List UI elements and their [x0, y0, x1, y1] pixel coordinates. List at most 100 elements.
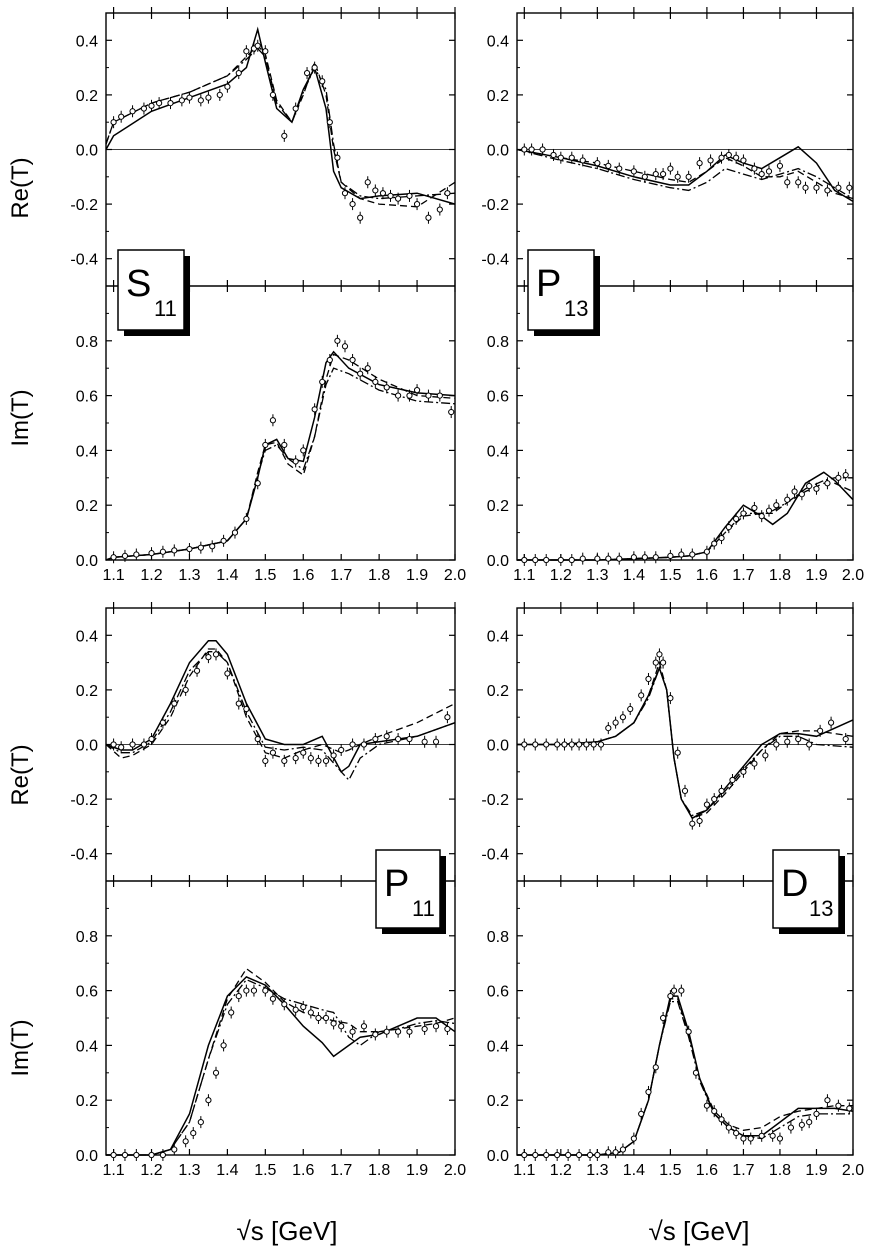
data-point — [758, 170, 765, 178]
data-point — [689, 820, 696, 827]
x-tick-label: 1.5 — [254, 567, 276, 584]
ylabel-re-top: Re(T) — [7, 157, 34, 218]
data-point — [349, 201, 356, 208]
label-box — [375, 849, 441, 929]
series-dashdot — [105, 651, 456, 782]
x-tick-label: 1.8 — [769, 1162, 791, 1179]
data-point — [315, 1014, 322, 1022]
data-point — [220, 1042, 227, 1049]
data-point — [432, 1023, 440, 1030]
label-sub: 11 — [412, 896, 435, 921]
data-point — [733, 154, 740, 161]
data-point — [360, 1023, 368, 1030]
x-tick-label: 1.5 — [254, 1162, 276, 1179]
data-point — [769, 1132, 776, 1139]
data-point — [594, 1151, 601, 1159]
data-point — [612, 1149, 619, 1156]
y-im-tick-label: 0.0 — [487, 553, 509, 570]
data-point — [776, 162, 784, 169]
data-point — [674, 173, 681, 180]
y-re-tick-label: -0.4 — [481, 252, 509, 269]
y-re-tick-label: 0.2 — [76, 88, 98, 105]
data-point — [193, 667, 201, 674]
data-point — [733, 1129, 740, 1137]
y-re-tick-label: 0.0 — [76, 738, 98, 755]
data-point — [167, 99, 174, 107]
data-point — [357, 214, 364, 221]
data-point — [235, 69, 242, 77]
x-tick-label: 2.0 — [444, 1162, 466, 1179]
y-re-tick-label: -0.4 — [481, 847, 509, 864]
data-point — [652, 1064, 659, 1071]
data-point — [406, 192, 413, 200]
data-point — [209, 543, 216, 550]
data-point — [751, 165, 758, 172]
data-point — [190, 1129, 197, 1137]
data-point — [795, 735, 802, 743]
data-point — [383, 733, 390, 740]
data-point — [751, 760, 758, 767]
x-tick-label: 1.6 — [292, 567, 314, 584]
data-point — [110, 741, 117, 748]
data-point — [605, 162, 612, 169]
data-point — [349, 1028, 356, 1035]
data-point — [718, 154, 725, 161]
data-point — [543, 1151, 550, 1159]
data-point — [791, 488, 798, 495]
data-point — [171, 700, 178, 707]
data-point — [795, 179, 802, 186]
data-point — [254, 480, 261, 487]
y-re-tick-label: 0.0 — [487, 738, 509, 755]
y-axis-labels: Re(T) Im(T) Re(T) Im(T) — [7, 157, 34, 1076]
data-point — [303, 69, 311, 77]
data-point — [765, 168, 773, 175]
x-tick-label: 2.0 — [842, 1162, 864, 1179]
data-point — [568, 154, 575, 161]
data-point — [349, 356, 356, 364]
data-point — [747, 1135, 754, 1142]
y-im-tick-label: 0.8 — [76, 334, 98, 351]
x-tick-label: 1.9 — [406, 1162, 428, 1179]
data-point — [758, 1132, 765, 1139]
data-point — [590, 741, 597, 748]
x-tick-label: 1.4 — [623, 567, 645, 584]
data-point — [725, 1124, 732, 1131]
data-point — [281, 441, 288, 449]
data-point — [711, 796, 718, 803]
data-point — [326, 356, 333, 364]
data-point — [110, 1151, 117, 1159]
data-point — [156, 99, 163, 107]
data-point — [334, 154, 341, 161]
y-re-tick-label: -0.2 — [70, 792, 98, 809]
y-im-tick-label: 0.4 — [487, 1038, 509, 1055]
data-point — [110, 119, 117, 126]
data-point — [659, 170, 667, 178]
data-point — [696, 160, 703, 167]
data-point — [528, 146, 535, 153]
data-point — [341, 190, 349, 197]
plot-area: 0.40.20.0-0.2-0.40.80.60.40.20.01.1 1.2 1.… — [70, 7, 864, 1179]
data-point — [322, 757, 330, 764]
x-tick-label: 1.8 — [769, 567, 791, 584]
data-point — [740, 1135, 747, 1142]
x-tick-label: 1.7 — [330, 567, 352, 584]
data-point — [532, 741, 539, 748]
data-point — [638, 1110, 645, 1118]
wave-label-s11: S11 — [117, 249, 190, 336]
data-point — [281, 757, 288, 764]
data-point — [387, 192, 394, 200]
x-tick-label: 1.3 — [586, 567, 608, 584]
series-solid — [105, 640, 456, 773]
data-point — [118, 744, 125, 751]
data-point — [262, 757, 269, 764]
data-point — [372, 378, 379, 385]
data-point — [543, 556, 550, 564]
data-point — [383, 1028, 390, 1035]
data-point — [678, 551, 685, 558]
data-point — [729, 776, 736, 784]
data-point — [594, 160, 601, 167]
data-point — [159, 1151, 167, 1159]
data-point — [751, 504, 758, 512]
data-point — [652, 554, 659, 561]
